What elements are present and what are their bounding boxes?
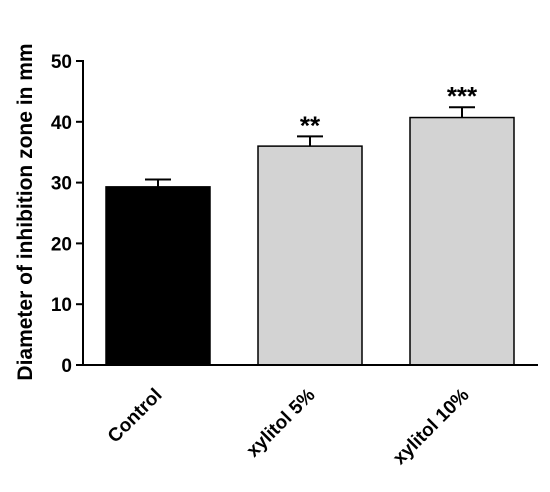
y-tick-label: 0 <box>61 356 72 377</box>
y-tick-label: 40 <box>51 113 72 134</box>
significance-marker: ** <box>300 110 321 140</box>
x-axis: Control xylitol 5% xylitol 10% <box>82 364 538 469</box>
y-tick-label: 30 <box>51 174 72 195</box>
x-tick-label: Control <box>104 385 167 448</box>
significance-marker: *** <box>447 81 478 111</box>
y-tick-label: 50 <box>51 52 72 73</box>
bar-control <box>105 186 211 366</box>
y-tick-label: 20 <box>51 234 72 255</box>
bars-group: ***** <box>105 81 515 366</box>
bar-xylitol-10 <box>409 116 515 366</box>
y-axis-label: Diameter of inhibition zone in mm <box>14 43 37 380</box>
y-axis: 0 10 20 30 40 50 <box>51 52 84 377</box>
y-tick-label: 10 <box>51 295 72 316</box>
y-axis-label-group: Diameter of inhibition zone in mm <box>14 43 37 380</box>
bar-xylitol-5 <box>257 145 363 366</box>
x-tick-label: xylitol 5% <box>243 385 320 462</box>
x-tick-label: xylitol 10% <box>389 385 473 469</box>
